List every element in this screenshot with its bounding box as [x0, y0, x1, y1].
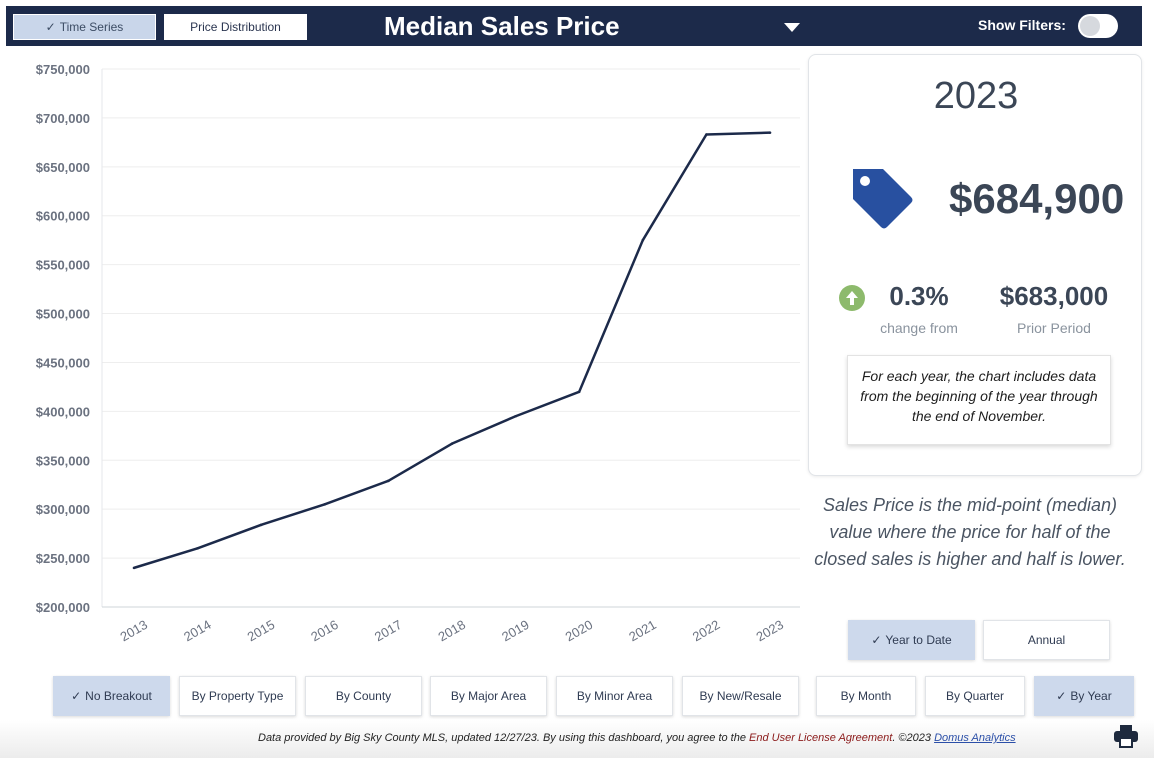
x-tick-label: 2022: [690, 617, 723, 644]
y-tick-label: $400,000: [36, 404, 90, 419]
y-tick-label: $550,000: [36, 258, 90, 273]
x-tick-label: 2021: [626, 617, 659, 644]
y-tick-label: $300,000: [36, 502, 90, 517]
data-point: [196, 547, 199, 550]
y-tick-label: $350,000: [36, 453, 90, 468]
tab-time-series[interactable]: ✓ Time Series: [13, 14, 156, 40]
license-link[interactable]: End User License Agreement: [749, 732, 893, 744]
footer: Data provided by Big Sky County MLS, upd…: [0, 720, 1154, 758]
by-year-label: By Year: [1070, 689, 1112, 703]
by-quarter-label: By Quarter: [945, 689, 1005, 703]
company-link[interactable]: Domus Analytics: [934, 732, 1016, 744]
change-percent: 0.3%: [889, 281, 949, 311]
x-tick-label: 2017: [372, 617, 405, 644]
data-point: [577, 390, 581, 394]
by-month-label: By Month: [840, 689, 892, 703]
footer-middle: . ©2023: [892, 732, 935, 744]
change-label: change from: [880, 320, 958, 336]
x-tick-label: 2020: [563, 617, 596, 644]
y-tick-label: $600,000: [36, 209, 90, 224]
data-point: [132, 566, 136, 570]
data-point: [705, 133, 708, 136]
y-tick-label: $250,000: [36, 551, 90, 566]
title-dropdown-caret-icon[interactable]: [784, 23, 800, 32]
y-tick-label: $700,000: [36, 111, 90, 126]
by-new-resale-label: By New/Resale: [699, 689, 782, 703]
y-tick-label: $650,000: [36, 160, 90, 175]
data-point: [514, 414, 517, 418]
year-to-date-button[interactable]: ✓ Year to Date: [848, 620, 975, 660]
metric-explanation: Sales Price is the mid-point (median) va…: [814, 495, 1126, 569]
chart-svg: $750,000 $700,000 $650,000 $600,000 $550,000…: [36, 62, 800, 644]
show-filters-toggle[interactable]: [1078, 14, 1118, 38]
data-point: [259, 523, 263, 527]
by-quarter-button[interactable]: By Quarter: [925, 676, 1025, 716]
y-tick-label: $200,000: [36, 600, 90, 615]
year-to-date-label: Year to Date: [885, 633, 952, 647]
x-tick-label: 2014: [181, 617, 214, 644]
printer-icon[interactable]: [1112, 722, 1140, 750]
tab-price-distribution[interactable]: Price Distribution: [164, 14, 307, 40]
show-filters-label: Show Filters:: [978, 17, 1066, 33]
median-price-chart: $750,000 $700,000 $650,000 $600,000 $550,000…: [0, 50, 800, 665]
card-value: $684,900: [949, 175, 1125, 222]
card-year: 2023: [933, 75, 1019, 117]
prior-value: $683,000: [999, 281, 1109, 311]
data-point: [641, 238, 645, 242]
footer-text: Data provided by Big Sky County MLS, upd…: [258, 732, 1016, 744]
price-tag-icon: [853, 169, 913, 229]
by-property-type-label: By Property Type: [191, 689, 284, 703]
data-point: [768, 131, 772, 134]
check-icon: ✓: [871, 633, 882, 647]
by-minor-area-label: By Minor Area: [576, 689, 653, 703]
tab-price-distribution-label: Price Distribution: [190, 20, 281, 34]
annual-button[interactable]: Annual: [983, 620, 1110, 660]
by-year-button[interactable]: ✓ By Year: [1034, 676, 1134, 716]
check-icon: ✓: [1056, 689, 1067, 703]
page-title: Median Sales Price: [384, 11, 620, 41]
x-tick-label: 2013: [117, 617, 150, 644]
footer-prefix: Data provided by Big Sky County MLS, upd…: [258, 732, 750, 744]
annual-label: Annual: [1027, 633, 1066, 647]
y-tick-label: $450,000: [36, 355, 90, 370]
by-month-button[interactable]: By Month: [816, 676, 916, 716]
data-point: [387, 479, 390, 483]
x-tick-label: 2019: [499, 617, 532, 644]
by-county-label: By County: [335, 689, 392, 703]
arrow-up-circle-icon: [839, 285, 865, 311]
x-tick-label: 2018: [435, 617, 468, 644]
by-county-button[interactable]: By County: [305, 676, 422, 716]
check-icon: ✓: [71, 689, 82, 703]
no-breakout-label: No Breakout: [85, 689, 152, 703]
x-tick-label: 2023: [753, 617, 786, 644]
data-note: For each year, the chart includes data f…: [847, 355, 1111, 445]
by-major-area-button[interactable]: By Major Area: [430, 676, 547, 716]
by-minor-area-button[interactable]: By Minor Area: [556, 676, 673, 716]
by-major-area-label: By Major Area: [450, 689, 527, 703]
by-property-type-button[interactable]: By Property Type: [179, 676, 296, 716]
toggle-knob: [1080, 16, 1100, 36]
x-tick-label: 2016: [308, 617, 341, 644]
check-icon: ✓: [45, 20, 56, 34]
data-point: [450, 442, 454, 445]
top-bar: ✓ Time Series Price Distribution Median …: [6, 6, 1142, 46]
x-tick-label: 2015: [245, 617, 278, 644]
prior-label: Prior Period: [1017, 320, 1091, 336]
median-price-line: [133, 131, 771, 570]
tab-time-series-label: Time Series: [59, 20, 124, 34]
summary-card: 2023 $684,900 0.3% change from $683,000 …: [808, 54, 1142, 476]
y-tick-label: $500,000: [36, 307, 90, 322]
no-breakout-button[interactable]: ✓ No Breakout: [53, 676, 170, 716]
data-point: [323, 502, 327, 506]
y-tick-label: $750,000: [36, 62, 90, 77]
by-new-resale-button[interactable]: By New/Resale: [682, 676, 799, 716]
